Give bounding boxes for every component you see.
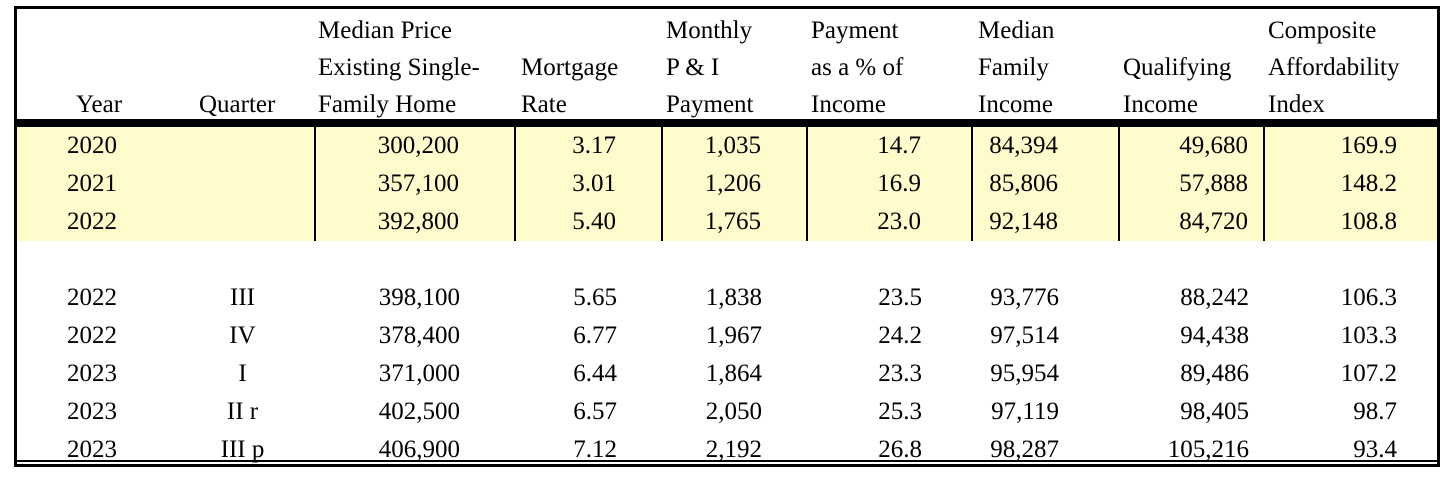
cell-quarter: I xyxy=(238,360,247,387)
cell-mortgage-rate: 7.12 xyxy=(573,436,617,463)
cell-affordability-index: 107.2 xyxy=(1340,360,1397,387)
cell-median-income: 95,954 xyxy=(990,360,1059,387)
cell-mortgage-rate: 6.77 xyxy=(573,322,617,349)
cell-median-price: 371,000 xyxy=(378,360,460,387)
cell-year: 2022 xyxy=(67,284,117,311)
header-monthly-payment: Monthly P & I Payment xyxy=(666,17,754,118)
cell-quarter: III p xyxy=(220,436,265,463)
cell-affordability-index: 103.3 xyxy=(1340,322,1397,349)
cell-affordability-index: 93.4 xyxy=(1353,436,1397,463)
annual-row: 2022 392,800 5.40 1,765 23.0 92,148 84,720 108.… xyxy=(17,203,1437,241)
cell-payment-pct: 24.2 xyxy=(878,322,922,349)
cell-monthly-payment: 1,864 xyxy=(705,360,762,387)
cell-year: 2022 xyxy=(17,203,170,241)
cell-mortgage-rate: 3.17 xyxy=(514,127,662,165)
spacer-row xyxy=(17,241,1437,279)
cell-monthly-payment: 2,050 xyxy=(705,398,762,425)
affordability-table: 2020 300,200 3.17 1,035 14.7 84,394 49,680 169.… xyxy=(17,127,1437,469)
cell-median-income: 98,287 xyxy=(990,436,1059,463)
quarterly-row: 2023 III p 406,900 7.12 2,192 26.8 98,287 105,2… xyxy=(17,431,1437,469)
cell-median-income: 97,119 xyxy=(991,398,1059,425)
header-rule xyxy=(14,119,1440,127)
cell-payment-pct: 23.0 xyxy=(806,203,972,241)
cell-median-income: 92,148 xyxy=(971,203,1119,241)
quarterly-row: 2022 III 398,100 5.65 1,838 23.5 93,776 88,242 1… xyxy=(17,279,1437,317)
cell-year: 2020 xyxy=(17,127,170,165)
cell-monthly-payment: 1,206 xyxy=(661,165,807,203)
cell-mortgage-rate: 6.44 xyxy=(573,360,617,387)
cell-affordability-index: 108.8 xyxy=(1263,203,1437,241)
cell-affordability-index: 169.9 xyxy=(1263,127,1437,165)
header-year: Year xyxy=(76,91,123,118)
cell-median-price: 357,100 xyxy=(314,165,515,203)
cell-quarter xyxy=(170,165,315,203)
cell-year: 2021 xyxy=(17,165,170,203)
cell-affordability-index: 98.7 xyxy=(1353,398,1397,425)
cell-payment-pct: 16.9 xyxy=(806,165,972,203)
cell-mortgage-rate: 6.57 xyxy=(573,398,617,425)
cell-year: 2023 xyxy=(67,398,117,425)
cell-year: 2022 xyxy=(67,322,117,349)
cell-payment-pct: 26.8 xyxy=(878,436,922,463)
cell-median-income: 84,394 xyxy=(971,127,1119,165)
cell-monthly-payment: 1,838 xyxy=(705,284,762,311)
annual-row: 2021 357,100 3.01 1,206 16.9 85,806 57,888 148.… xyxy=(17,165,1437,203)
annual-row: 2020 300,200 3.17 1,035 14.7 84,394 49,680 169.… xyxy=(17,127,1437,165)
cell-qualifying-income: 89,486 xyxy=(1180,360,1249,387)
cell-monthly-payment: 2,192 xyxy=(705,436,762,463)
header-quarter: Quarter xyxy=(199,91,276,118)
header-mortgage-rate: Mortgage Rate xyxy=(521,54,619,118)
cell-median-income: 85,806 xyxy=(971,165,1119,203)
cell-monthly-payment: 1,035 xyxy=(661,127,807,165)
cell-median-income: 97,514 xyxy=(990,322,1059,349)
cell-qualifying-income: 98,405 xyxy=(1180,398,1249,425)
cell-median-price: 378,400 xyxy=(378,322,460,349)
cell-affordability-index: 148.2 xyxy=(1263,165,1437,203)
bottom-rule-bottom xyxy=(14,464,1440,467)
cell-quarter xyxy=(170,127,315,165)
cell-median-price: 392,800 xyxy=(314,203,515,241)
cell-payment-pct: 14.7 xyxy=(806,127,972,165)
cell-quarter: II r xyxy=(226,398,259,425)
header-qualifying-income: Qualifying Income xyxy=(1123,54,1232,118)
cell-qualifying-income: 49,680 xyxy=(1118,127,1264,165)
cell-affordability-index: 106.3 xyxy=(1340,284,1397,311)
cell-qualifying-income: 57,888 xyxy=(1118,165,1264,203)
cell-monthly-payment: 1,765 xyxy=(661,203,807,241)
cell-monthly-payment: 1,967 xyxy=(705,322,762,349)
cell-mortgage-rate: 5.65 xyxy=(573,284,617,311)
cell-year: 2023 xyxy=(67,360,117,387)
cell-median-price: 406,900 xyxy=(378,436,460,463)
quarterly-row: 2023 II r 402,500 6.57 2,050 25.3 97,119 98,405… xyxy=(17,393,1437,431)
cell-payment-pct: 23.3 xyxy=(878,360,922,387)
cell-quarter: III xyxy=(230,284,255,311)
cell-qualifying-income: 94,438 xyxy=(1180,322,1249,349)
cell-qualifying-income: 88,242 xyxy=(1180,284,1249,311)
cell-payment-pct: 23.5 xyxy=(878,284,922,311)
header-payment-pct: Payment as a % of Income xyxy=(811,17,904,118)
header-median-income: Median Family Income xyxy=(978,17,1055,118)
cell-median-price: 398,100 xyxy=(378,284,460,311)
cell-qualifying-income: 105,216 xyxy=(1167,436,1249,463)
header-median-price: Median Price Existing Single- Family Hom… xyxy=(318,17,480,118)
cell-year: 2023 xyxy=(67,436,117,463)
table-frame xyxy=(14,6,1440,466)
cell-median-income: 93,776 xyxy=(990,284,1059,311)
cell-mortgage-rate: 3.01 xyxy=(514,165,662,203)
cell-payment-pct: 25.3 xyxy=(878,398,922,425)
cell-quarter xyxy=(170,203,315,241)
cell-mortgage-rate: 5.40 xyxy=(514,203,662,241)
header-affordability-index: Composite Affordability Index xyxy=(1268,17,1400,118)
cell-quarter: IV xyxy=(229,322,256,349)
quarterly-row: 2023 I 371,000 6.44 1,864 23.3 95,954 89,486 107… xyxy=(17,355,1437,393)
cell-median-price: 402,500 xyxy=(378,398,460,425)
bottom-rule-top xyxy=(14,460,1440,462)
cell-qualifying-income: 84,720 xyxy=(1118,203,1264,241)
cell-median-price: 300,200 xyxy=(314,127,515,165)
quarterly-row: 2022 IV 378,400 6.77 1,967 24.2 97,514 94,438 10… xyxy=(17,317,1437,355)
spacer-cell xyxy=(17,241,1437,279)
